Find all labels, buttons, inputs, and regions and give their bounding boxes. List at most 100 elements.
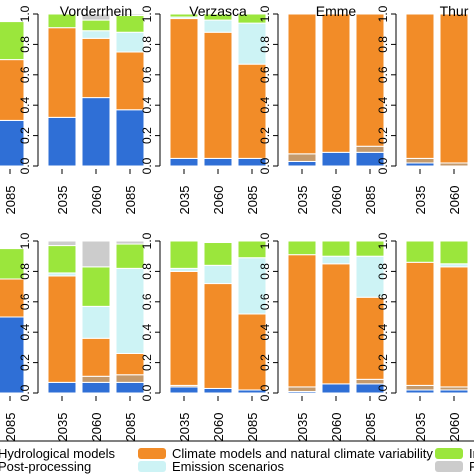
bar-outline xyxy=(81,240,111,394)
bar-segment-post-processing xyxy=(287,153,317,162)
y-tick-label: 0.8 xyxy=(140,263,154,280)
y-tick-label: 0.0 xyxy=(18,157,32,174)
bar-outline xyxy=(237,240,267,394)
x-tick-label: 2035 xyxy=(295,413,310,442)
bar-segment-climate-models xyxy=(355,296,385,380)
legend-swatch-climate-models xyxy=(138,448,166,459)
panel-title: Thur xyxy=(440,3,469,19)
bar-segment-hydrological-models xyxy=(203,157,233,167)
bar-segment-hydrological-models xyxy=(169,157,199,167)
y-tick-label: 0.8 xyxy=(376,36,390,53)
bar-segment-climate-models xyxy=(47,275,77,383)
legend-label-climate-models: Climate models and natural climate varia… xyxy=(172,446,433,461)
y-tick-label: 0.2 xyxy=(140,127,154,144)
bar-outline xyxy=(81,13,111,167)
y-tick-label: 0.8 xyxy=(140,36,154,53)
y-tick-label: 1.0 xyxy=(18,232,32,249)
bar-segment-post-processing xyxy=(287,386,317,392)
panel-3: 2035 2060 2085 0.0 0.2 0.4 0.6 0.8 1.0 Emme xyxy=(258,3,385,215)
y-tick-label: 0.0 xyxy=(140,384,154,401)
bar-segment-hydrological-models xyxy=(47,381,77,394)
y-tick-label: 0.6 xyxy=(18,293,32,310)
y-tick-label: 0.0 xyxy=(18,384,32,401)
bar-outline xyxy=(47,240,77,394)
bar-segment-climate-models xyxy=(439,266,469,388)
legend-label-hydrological-models: Hydrological models xyxy=(0,446,116,461)
bar-outline xyxy=(237,13,267,167)
bar-segment-hydrological-models xyxy=(81,381,111,394)
bar-segment-climate-models xyxy=(321,263,351,385)
panel-7: 2035 2060 2085 0.0 0.2 0.4 0.6 0.8 1.0 xyxy=(140,232,267,441)
y-tick-label: 0.6 xyxy=(140,66,154,83)
panel-title: Verzasca xyxy=(189,3,247,19)
bar-outline xyxy=(405,240,435,394)
bar-segment-hydrological-models xyxy=(321,383,351,394)
panel-8: 2035 2060 2085 0.0 0.2 0.4 0.6 0.8 1.0 xyxy=(258,232,385,442)
bar-outline xyxy=(321,240,351,394)
bar-segment-hydrological-models xyxy=(47,116,77,167)
y-tick-label: 0.6 xyxy=(258,293,272,310)
y-tick-label: 0.2 xyxy=(376,127,390,144)
bar-segment-climate-models xyxy=(0,59,25,121)
bar-segment-emission-scenarios xyxy=(81,30,111,39)
y-tick-label: 1.0 xyxy=(376,232,390,249)
x-tick-label: 2085 xyxy=(363,186,378,215)
legend-label-emission-scenarios: Emission scenarios xyxy=(172,459,284,474)
y-tick-label: 0.4 xyxy=(140,97,154,114)
bar-outline xyxy=(169,240,199,394)
panel-6: 2035 2060 2085 0.0 0.2 0.4 0.6 0.8 1.0 xyxy=(18,232,145,442)
x-tick-label: 2035 xyxy=(413,413,428,442)
x-tick-label: 2060 xyxy=(447,413,462,442)
bar-segment-post-processing xyxy=(405,384,435,391)
panel-title: Emme xyxy=(316,3,357,19)
bar-segment-climate-models xyxy=(47,27,77,118)
x-tick-label: 2085 xyxy=(363,413,378,442)
bar-segment-climate-models xyxy=(405,13,435,159)
bar-segment-emission-scenarios xyxy=(203,19,233,33)
bar-segment-climate-models xyxy=(237,63,267,159)
bar-segment-internal xyxy=(287,240,317,256)
legend-label-post-processing: Post-processing xyxy=(0,459,91,474)
bar-outline xyxy=(321,13,351,167)
bar-segment-hydrological-models xyxy=(81,97,111,167)
x-tick-label: 2035 xyxy=(55,413,70,442)
bar-segment-climate-models xyxy=(169,18,199,159)
bar-segment-internal xyxy=(169,240,199,269)
y-tick-label: 0.6 xyxy=(258,66,272,83)
bar-segment-emission-scenarios xyxy=(355,255,385,298)
bar-segment-internal xyxy=(47,245,77,274)
bar-outline xyxy=(439,13,469,167)
bar-outline xyxy=(0,21,25,167)
x-tick-label: 2085 xyxy=(123,413,138,442)
y-tick-label: 1.0 xyxy=(258,5,272,22)
bar-segment-residual xyxy=(47,240,77,247)
bar-segment-post-processing xyxy=(115,374,145,383)
y-tick-label: 0.0 xyxy=(258,384,272,401)
bar-segment-climate-models xyxy=(115,51,145,111)
legend-swatch-residual xyxy=(435,461,463,472)
bar-segment-climate-models xyxy=(203,283,233,389)
bar-segment-internal xyxy=(81,19,111,32)
y-tick-label: 1.0 xyxy=(18,5,32,22)
bar-segment-emission-scenarios xyxy=(81,305,111,339)
y-tick-label: 0.2 xyxy=(18,354,32,371)
y-tick-label: 0.8 xyxy=(18,36,32,53)
bar-segment-climate-models xyxy=(405,261,435,386)
x-tick-label: 2035 xyxy=(295,186,310,215)
y-tick-label: 0.0 xyxy=(376,157,390,174)
bar-segment-climate-models xyxy=(0,278,25,318)
x-tick-label: 2060 xyxy=(211,186,226,215)
y-tick-label: 0.6 xyxy=(376,66,390,83)
bar-segment-climate-models xyxy=(355,13,385,147)
bar-segment-post-processing xyxy=(355,145,385,153)
x-tick-label: 2060 xyxy=(447,186,462,215)
bar-outline xyxy=(287,13,317,167)
bar-segment-post-processing xyxy=(405,157,435,164)
y-tick-label: 0.2 xyxy=(258,354,272,371)
